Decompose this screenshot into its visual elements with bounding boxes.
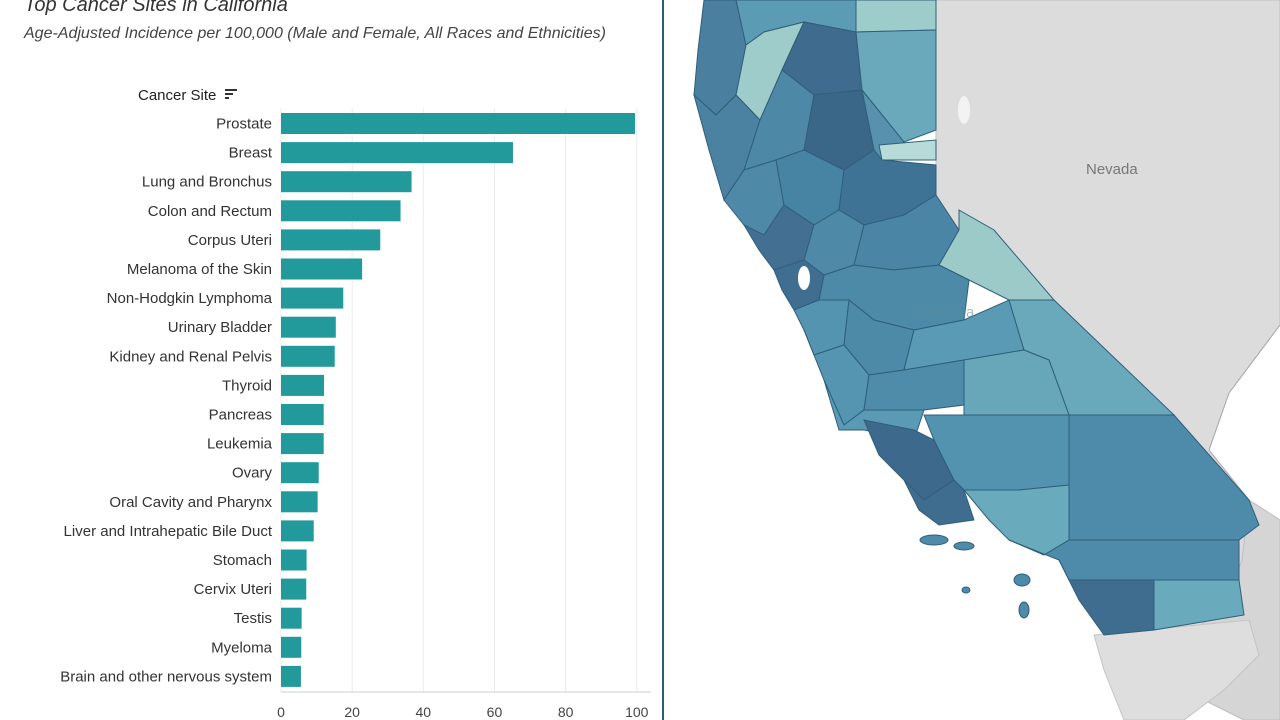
island: [961, 586, 971, 594]
bar[interactable]: [281, 607, 302, 629]
category-label: Kidney and Renal Pelvis: [109, 348, 272, 365]
x-tick-label: 20: [344, 704, 360, 720]
bar[interactable]: [281, 229, 381, 251]
x-tick-label: 60: [487, 704, 503, 720]
california-label: California: [911, 304, 975, 321]
island: [1018, 601, 1030, 619]
x-axis: 0 20 40 60 80 100: [277, 691, 651, 720]
state-border-line: [1208, 324, 1280, 501]
island: [919, 534, 949, 546]
bar[interactable]: [281, 258, 363, 280]
county[interactable]: [855, 29, 937, 143]
category-label: Brain and other nervous system: [60, 668, 272, 685]
category-label: Urinary Bladder: [168, 319, 272, 336]
island: [1013, 573, 1031, 587]
bars-layer: [281, 113, 635, 687]
category-labels-layer: Prostate Breast Lung and Bronchus Colon and…: [60, 116, 273, 686]
map-panel[interactable]: Nevada California: [664, 0, 1280, 720]
bar[interactable]: [281, 374, 325, 396]
cancer-site-field-header[interactable]: Cancer Site: [138, 87, 238, 105]
nevada-label: Nevada: [1086, 161, 1138, 178]
category-label: Testis: [234, 610, 272, 627]
california-county-map[interactable]: Nevada California: [664, 0, 1280, 720]
category-label: Thyroid: [222, 377, 272, 394]
sort-descending-icon[interactable]: [224, 87, 238, 105]
county[interactable]: [962, 484, 1070, 556]
x-tick-label: 40: [416, 704, 432, 720]
category-label: Oral Cavity and Pharynx: [109, 494, 272, 511]
bar[interactable]: [281, 142, 513, 164]
bar[interactable]: [281, 287, 344, 309]
bar[interactable]: [281, 113, 635, 134]
category-label: Melanoma of the Skin: [127, 261, 272, 278]
x-tick-label: 0: [277, 704, 285, 720]
category-label: Ovary: [232, 465, 273, 482]
bar[interactable]: [281, 345, 335, 367]
county[interactable]: [903, 479, 975, 526]
category-label: Non-Hodgkin Lymphoma: [107, 290, 273, 307]
x-tick-label: 80: [558, 704, 574, 720]
island: [953, 541, 975, 551]
bar[interactable]: [281, 549, 307, 571]
county[interactable]: [878, 139, 937, 161]
bar[interactable]: [281, 200, 401, 222]
category-label: Prostate: [216, 116, 272, 133]
bar[interactable]: [281, 316, 336, 338]
mexico-region: [1093, 619, 1260, 720]
field-label: Cancer Site: [138, 87, 217, 104]
x-tick-label: 100: [625, 704, 649, 720]
category-label: Stomach: [213, 552, 272, 569]
category-label: Lung and Bronchus: [142, 174, 272, 191]
category-label: Pancreas: [209, 407, 272, 424]
county[interactable]: [1153, 579, 1245, 631]
bar[interactable]: [281, 520, 314, 542]
bar[interactable]: [281, 636, 302, 658]
bar[interactable]: [281, 171, 412, 193]
chart-subtitle: Age-Adjusted Incidence per 100,000 (Male…: [24, 25, 606, 42]
category-label: Breast: [229, 145, 273, 162]
county[interactable]: [855, 0, 937, 33]
chart-panel: Top Cancer Sites in California Age-Adjus…: [24, 0, 651, 720]
chart-title: Top Cancer Sites in California: [24, 0, 288, 16]
category-label: Leukemia: [207, 436, 273, 453]
grid-layer: [280, 108, 638, 692]
bar[interactable]: [281, 433, 324, 455]
bar[interactable]: [281, 491, 318, 513]
bar[interactable]: [281, 578, 307, 600]
category-label: Cervix Uteri: [194, 581, 272, 598]
bar[interactable]: [281, 462, 319, 484]
category-label: Liver and Intrahepatic Bile Duct: [64, 523, 273, 540]
county[interactable]: [938, 209, 1056, 301]
california-counties: [693, 0, 1260, 636]
bay-water: [798, 266, 810, 290]
bar-chart: Prostate Breast Lung and Bronchus Colon and…: [60, 108, 651, 720]
bar[interactable]: [281, 404, 324, 425]
lake-tahoe: [958, 96, 970, 124]
category-label: Colon and Rectum: [148, 203, 272, 220]
panel-divider: [662, 0, 664, 720]
category-label: Corpus Uteri: [188, 232, 272, 249]
county[interactable]: [863, 359, 965, 411]
category-label: Myeloma: [211, 639, 273, 656]
bar[interactable]: [281, 665, 301, 687]
